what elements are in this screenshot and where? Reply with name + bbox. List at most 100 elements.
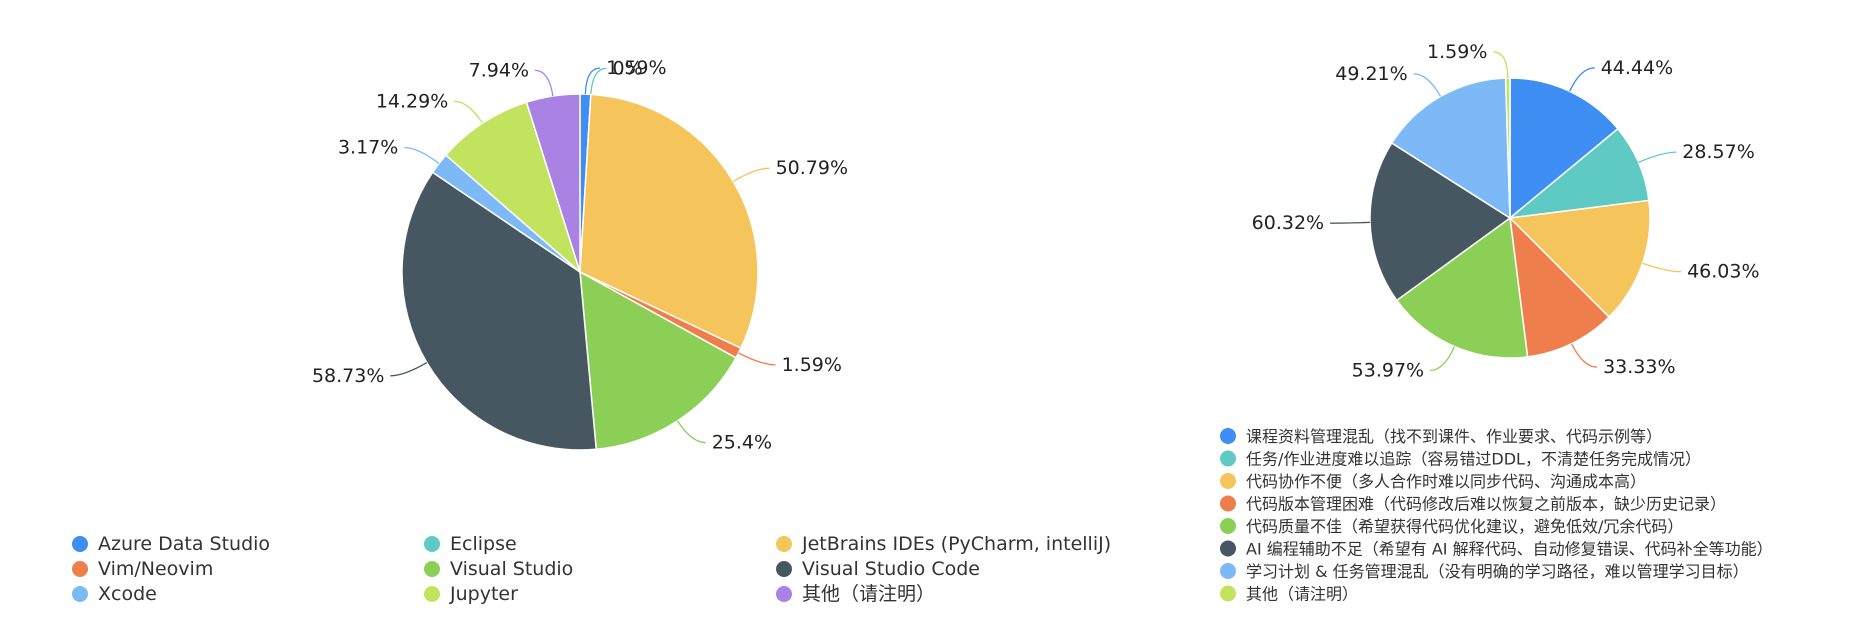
pain-legend-label-6: 学习计划 & 任务管理混乱（没有明确的学习路径，难以管理学习目标）	[1246, 562, 1749, 581]
pain-leader-1	[1638, 151, 1677, 163]
pain-value-label-0: 44.44%	[1601, 57, 1673, 79]
pain-legend-swatch-4	[1220, 518, 1236, 534]
ide-leader-4	[676, 420, 706, 444]
ide-legend-swatch-3	[72, 561, 88, 577]
ide-slice-8[interactable]	[525, 93, 581, 273]
pain-legend-item-3[interactable]: 代码版本管理困难（代码修改后难以恢复之前版本，缺少历史记录）	[1220, 495, 1726, 514]
pie-chart-ide-usage: 1.59%0%50.79%1.59%25.4%58.73%3.17%14.29%…	[312, 57, 848, 454]
ide-slice-7[interactable]	[444, 101, 582, 275]
ide-legend-swatch-0	[72, 536, 88, 552]
pain-leader-6	[1413, 73, 1442, 97]
pain-value-label-1: 28.57%	[1682, 141, 1754, 163]
ide-value-label-1: 0%	[613, 57, 643, 79]
ide-leader-6	[404, 146, 440, 165]
pain-value-label-5: 60.32%	[1252, 212, 1324, 234]
pain-leader-2	[1642, 262, 1682, 273]
ide-value-label-6: 3.17%	[338, 137, 398, 159]
pain-legend-label-7: 其他（请注明）	[1246, 585, 1358, 604]
pain-value-label-6: 49.21%	[1335, 63, 1407, 85]
pain-legend-swatch-3	[1220, 495, 1236, 512]
ide-value-label-0: 1.59%	[606, 57, 666, 79]
ide-legend-label-7: Jupyter	[449, 583, 518, 605]
ide-legend-label-2: JetBrains IDEs (PyCharm, intelliJ)	[801, 533, 1111, 555]
pain-legend-label-0: 课程资料管理混乱（找不到课件、作业要求、代码示例等）	[1246, 427, 1662, 446]
ide-slice-5[interactable]	[401, 171, 598, 451]
ide-legend-item-2[interactable]: JetBrains IDEs (PyCharm, intelliJ)	[776, 533, 1111, 555]
ide-legend-label-6: Xcode	[98, 583, 157, 605]
pain-leader-7	[1493, 51, 1509, 79]
ide-leader-2	[732, 167, 770, 182]
pain-legend-label-3: 代码版本管理困难（代码修改后难以恢复之前版本，缺少历史记录）	[1246, 495, 1726, 514]
pain-legend-label-5: AI 编程辅助不足（希望有 AI 解释代码、自动修复错误、代码补全等功能）	[1246, 540, 1773, 559]
pain-legend-label-1: 任务/作业进度难以追踪（容易错过DDL，不清楚任务完成情况）	[1246, 450, 1701, 469]
pain-slice-1[interactable]	[1507, 127, 1650, 220]
pain-slice-7[interactable]	[1504, 77, 1511, 219]
legend-ide-usage: Azure Data Studio Eclipse JetBrains IDEs (…	[72, 533, 1111, 605]
pain-legend-swatch-0	[1220, 428, 1236, 444]
pain-leader-3	[1571, 343, 1598, 368]
pain-legend-item-5[interactable]: AI 编程辅助不足（希望有 AI 解释代码、自动修复错误、代码补全等功能）	[1220, 540, 1773, 559]
ide-legend-item-0[interactable]: Azure Data Studio	[72, 533, 270, 555]
pain-legend-swatch-6	[1220, 563, 1236, 579]
pain-value-label-7: 1.59%	[1427, 41, 1487, 63]
pain-slice-0[interactable]	[1509, 77, 1619, 220]
pain-legend-item-4[interactable]: 代码质量不佳（希望获得代码优化建议，避免低效/冗余代码）	[1220, 517, 1683, 536]
ide-value-label-2: 50.79%	[776, 157, 848, 179]
ide-legend-swatch-1	[424, 536, 440, 552]
ide-legend-swatch-7	[424, 586, 440, 602]
ide-leader-7	[454, 100, 484, 124]
ide-leader-0	[584, 67, 601, 95]
ide-legend-item-4[interactable]: Visual Studio	[424, 558, 573, 580]
ide-value-label-7: 14.29%	[376, 90, 448, 112]
ide-leader-3	[738, 352, 776, 366]
ide-legend-label-8: 其他（请注明）	[802, 583, 935, 605]
ide-value-label-3: 1.59%	[782, 354, 842, 376]
pain-slice-4[interactable]	[1395, 216, 1529, 359]
ide-legend-swatch-5	[776, 561, 792, 577]
ide-value-label-8: 7.94%	[469, 59, 529, 81]
ide-leader-1	[590, 67, 607, 95]
pain-legend-item-0[interactable]: 课程资料管理混乱（找不到课件、作业要求、代码示例等）	[1220, 427, 1662, 446]
pain-slice-2[interactable]	[1508, 199, 1651, 319]
ide-legend-item-5[interactable]: Visual Studio Code	[776, 558, 980, 580]
ide-legend-item-8[interactable]: 其他（请注明）	[776, 583, 935, 605]
pain-legend-item-7[interactable]: 其他（请注明）	[1220, 585, 1358, 604]
ide-legend-label-5: Visual Studio Code	[802, 558, 980, 580]
ide-legend-item-7[interactable]: Jupyter	[424, 583, 518, 605]
pain-legend-swatch-5	[1220, 540, 1236, 557]
pain-leader-0	[1569, 67, 1595, 92]
ide-value-label-4: 25.4%	[712, 432, 772, 454]
ide-legend-swatch-2	[776, 536, 792, 552]
ide-legend-item-1[interactable]: Eclipse	[424, 533, 517, 555]
pain-value-label-2: 46.03%	[1687, 261, 1759, 283]
pain-legend-swatch-1	[1220, 450, 1236, 467]
ide-legend-item-6[interactable]: Xcode	[72, 583, 157, 605]
ide-leader-8	[534, 69, 554, 97]
pain-legend-swatch-2	[1220, 473, 1236, 489]
pain-value-label-4: 53.97%	[1352, 359, 1424, 381]
ide-value-label-5: 58.73%	[312, 365, 384, 387]
ide-legend-swatch-8	[776, 586, 792, 602]
pie-chart-pain-points: 44.44% 28.57% 46.03% 33.33% 53.97% 60.32% 49.2…	[1252, 41, 1760, 381]
pain-leader-5	[1330, 221, 1371, 224]
pain-value-label-3: 33.33%	[1603, 356, 1675, 378]
ide-legend-item-3[interactable]: Vim/Neovim	[72, 558, 213, 580]
ide-legend-label-1: Eclipse	[450, 533, 517, 555]
pain-legend-label-2: 代码协作不便（多人合作时难以同步代码、沟通成本高）	[1246, 472, 1646, 491]
legend-pain-points: 课程资料管理混乱（找不到课件、作业要求、代码示例等） 任务/作业进度难以追踪（容易…	[1220, 427, 1773, 604]
ide-leader-5	[390, 362, 428, 377]
pain-slice-5[interactable]	[1369, 141, 1512, 302]
pain-slice-6[interactable]	[1390, 77, 1511, 220]
pain-legend-swatch-7	[1220, 585, 1236, 602]
pain-legend-label-4: 代码质量不佳（希望获得代码优化建议，避免低效/冗余代码）	[1246, 517, 1683, 536]
ide-legend-label-3: Vim/Neovim	[98, 558, 213, 580]
pain-legend-item-2[interactable]: 代码协作不便（多人合作时难以同步代码、沟通成本高）	[1220, 472, 1646, 491]
pain-leader-4	[1430, 346, 1455, 372]
ide-legend-swatch-4	[424, 561, 440, 577]
ide-legend-swatch-6	[72, 586, 88, 602]
ide-legend-label-4: Visual Studio	[450, 558, 573, 580]
ide-legend-label-0: Azure Data Studio	[98, 533, 270, 555]
pain-legend-item-1[interactable]: 任务/作业进度难以追踪（容易错过DDL，不清楚任务完成情况）	[1220, 450, 1701, 469]
pain-legend-item-6[interactable]: 学习计划 & 任务管理混乱（没有明确的学习路径，难以管理学习目标）	[1220, 562, 1749, 581]
